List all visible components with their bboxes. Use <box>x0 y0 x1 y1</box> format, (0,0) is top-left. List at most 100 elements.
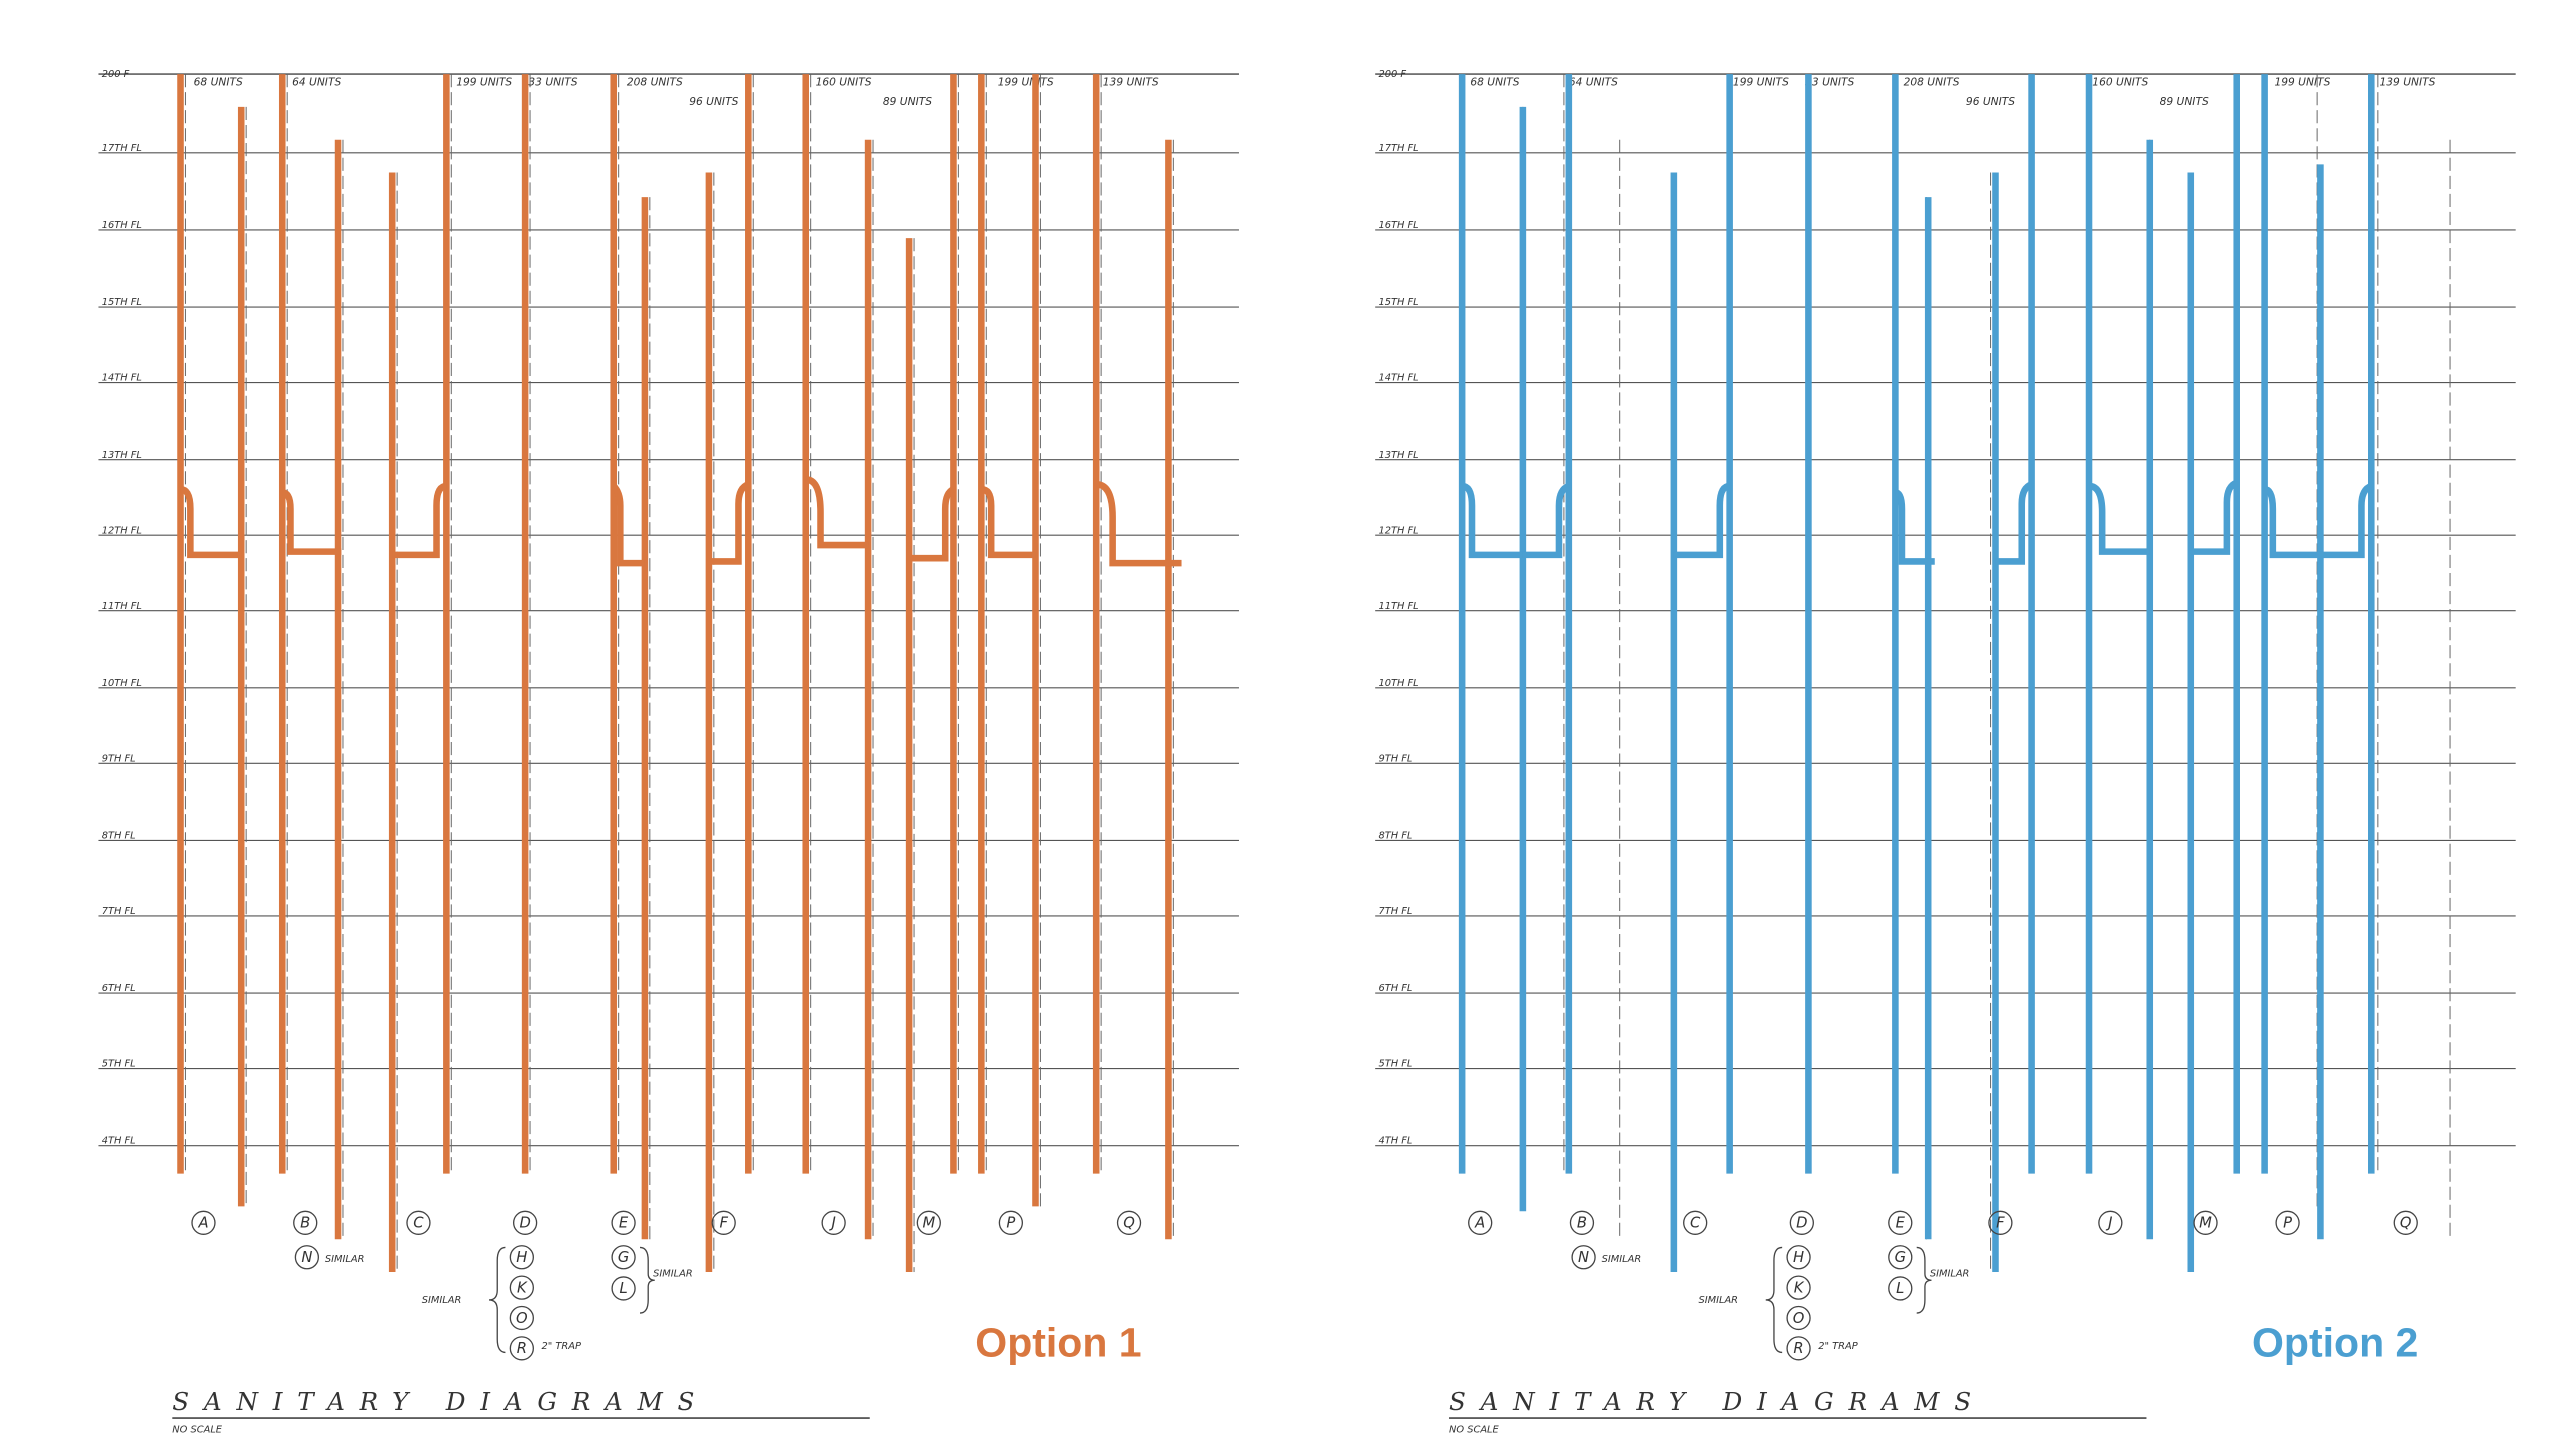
offset-overlay <box>180 485 242 559</box>
floor-label: 14TH FL <box>102 373 142 384</box>
stack-letter: C <box>413 1215 424 1232</box>
floor-label: 12TH FL <box>1378 525 1418 536</box>
floor-label: 16TH FL <box>102 220 142 231</box>
unit-label: 96 UNITS <box>1966 95 2015 108</box>
stack-circle <box>294 1245 320 1270</box>
stack-circle <box>1468 1210 1493 1235</box>
offset-overlay <box>1522 482 1571 559</box>
offset-overlay <box>1673 482 1731 559</box>
floor-label: 11TH FL <box>102 601 142 612</box>
floor-label: 15TH FL <box>102 297 142 308</box>
stack-circle <box>821 1210 846 1235</box>
stack-circle <box>509 1245 534 1270</box>
stack-circle <box>1116 1210 1142 1235</box>
stack-circle <box>191 1210 216 1235</box>
offset-overlay <box>1461 482 1523 559</box>
stack-circle <box>1786 1305 1811 1331</box>
trap-note: 2" TRAP <box>542 1341 581 1352</box>
stack-letter: J <box>2105 1215 2112 1232</box>
stack-letter: M <box>922 1215 935 1232</box>
unit-label: 89 UNITS <box>2160 95 2209 108</box>
offset-overlay <box>980 485 1036 559</box>
floor-label: 16TH FL <box>1378 220 1418 231</box>
unit-label: 199 UNITS <box>456 75 512 88</box>
unit-label: 199 UNITS <box>2274 75 2330 88</box>
stack-circle <box>406 1210 431 1235</box>
stack-circle <box>2193 1210 2218 1235</box>
panel: 200 F 17TH FL 16TH FL 15TH FL 14TH FL 13TH FL… <box>1375 69 2516 1436</box>
floor-label: 17TH FL <box>1378 143 1418 154</box>
stack-circle <box>1683 1210 1708 1235</box>
stack-letter: B <box>300 1215 310 1232</box>
unit-label: 139 UNITS <box>1103 75 1159 88</box>
offset-overlay <box>2190 479 2239 555</box>
unit-label: 199 UNITS <box>998 75 1054 88</box>
floor-label: 9TH FL <box>102 753 136 764</box>
similar-label: SIMILAR <box>653 1269 693 1280</box>
similar-label: SIMILAR <box>325 1254 365 1265</box>
stack-letter: E <box>1896 1215 1906 1232</box>
stack-letter: R <box>517 1340 527 1357</box>
stack-circle <box>998 1210 1024 1235</box>
stack-circle <box>1571 1245 1596 1270</box>
stack-circle <box>1789 1210 1814 1235</box>
unit-label: 64 UNITS <box>1569 75 1618 88</box>
unit-label: 33 UNITS <box>1805 75 1854 88</box>
stack-letter: L <box>619 1280 627 1297</box>
brace <box>488 1246 506 1354</box>
floor-label: 4TH FL <box>1378 1136 1412 1147</box>
trap-note: 2" TRAP <box>1818 1341 1857 1352</box>
similar-label: SIMILAR <box>1602 1254 1642 1265</box>
offset-overlay <box>2088 482 2150 555</box>
drawing-title: SANITARY DIAGRAMS <box>1449 1387 1986 1416</box>
stack-letter: G <box>1895 1249 1906 1266</box>
option-label: Option 1 <box>975 1320 1141 1366</box>
floor-label: 7TH FL <box>102 906 136 917</box>
stack-circle <box>509 1336 534 1361</box>
roof-label: 200 F <box>102 69 130 80</box>
stack-circle <box>509 1305 534 1331</box>
unit-label: 33 UNITS <box>528 75 577 88</box>
stack-circle <box>1888 1245 1913 1270</box>
stack-letter: L <box>1896 1280 1904 1297</box>
stack-letter: E <box>619 1215 629 1232</box>
unit-label: 68 UNITS <box>194 75 243 88</box>
unit-label: 68 UNITS <box>1470 75 1519 88</box>
stack-circle <box>1888 1276 1913 1301</box>
stack-letter: G <box>618 1249 629 1266</box>
floor-label: 5TH FL <box>102 1059 136 1070</box>
floor-label: 10TH FL <box>1378 678 1418 689</box>
unit-label: 64 UNITS <box>292 75 341 88</box>
brace <box>1765 1246 1783 1354</box>
drawing-subtitle: NO SCALE <box>1449 1425 1500 1436</box>
floor-label: 13TH FL <box>102 450 142 461</box>
stack-letter: N <box>1578 1249 1589 1266</box>
floor-label: 4TH FL <box>102 1136 136 1147</box>
stack-letter: R <box>1793 1340 1803 1357</box>
option-label: Option 2 <box>2252 1320 2418 1366</box>
stack-circle <box>611 1276 636 1301</box>
offset-overlay <box>1095 481 1182 567</box>
stack-letter: C <box>1690 1215 1701 1232</box>
offset-overlay <box>281 489 342 555</box>
stack-letter: H <box>516 1249 527 1266</box>
stack-letter: N <box>301 1249 312 1266</box>
stack-letter: O <box>1793 1310 1805 1327</box>
stack-letter: P <box>2283 1215 2292 1232</box>
stack-letter: M <box>2199 1215 2212 1232</box>
stack-circle <box>1786 1245 1811 1270</box>
unit-label: 96 UNITS <box>689 95 738 108</box>
roof-label: 200 F <box>1378 69 1406 80</box>
stack-letter: Q <box>2400 1215 2412 1232</box>
unit-label: 208 UNITS <box>1904 75 1960 88</box>
stack-letter: J <box>828 1215 835 1232</box>
floor-label: 6TH FL <box>1378 983 1412 994</box>
floor-label: 17TH FL <box>102 143 142 154</box>
stack-letter: H <box>1793 1249 1804 1266</box>
floor-label: 8TH FL <box>1378 831 1412 842</box>
floor-label: 15TH FL <box>1378 297 1418 308</box>
unit-label: 160 UNITS <box>816 75 872 88</box>
offset-overlay <box>1995 481 2033 565</box>
stack-circle <box>711 1210 736 1235</box>
